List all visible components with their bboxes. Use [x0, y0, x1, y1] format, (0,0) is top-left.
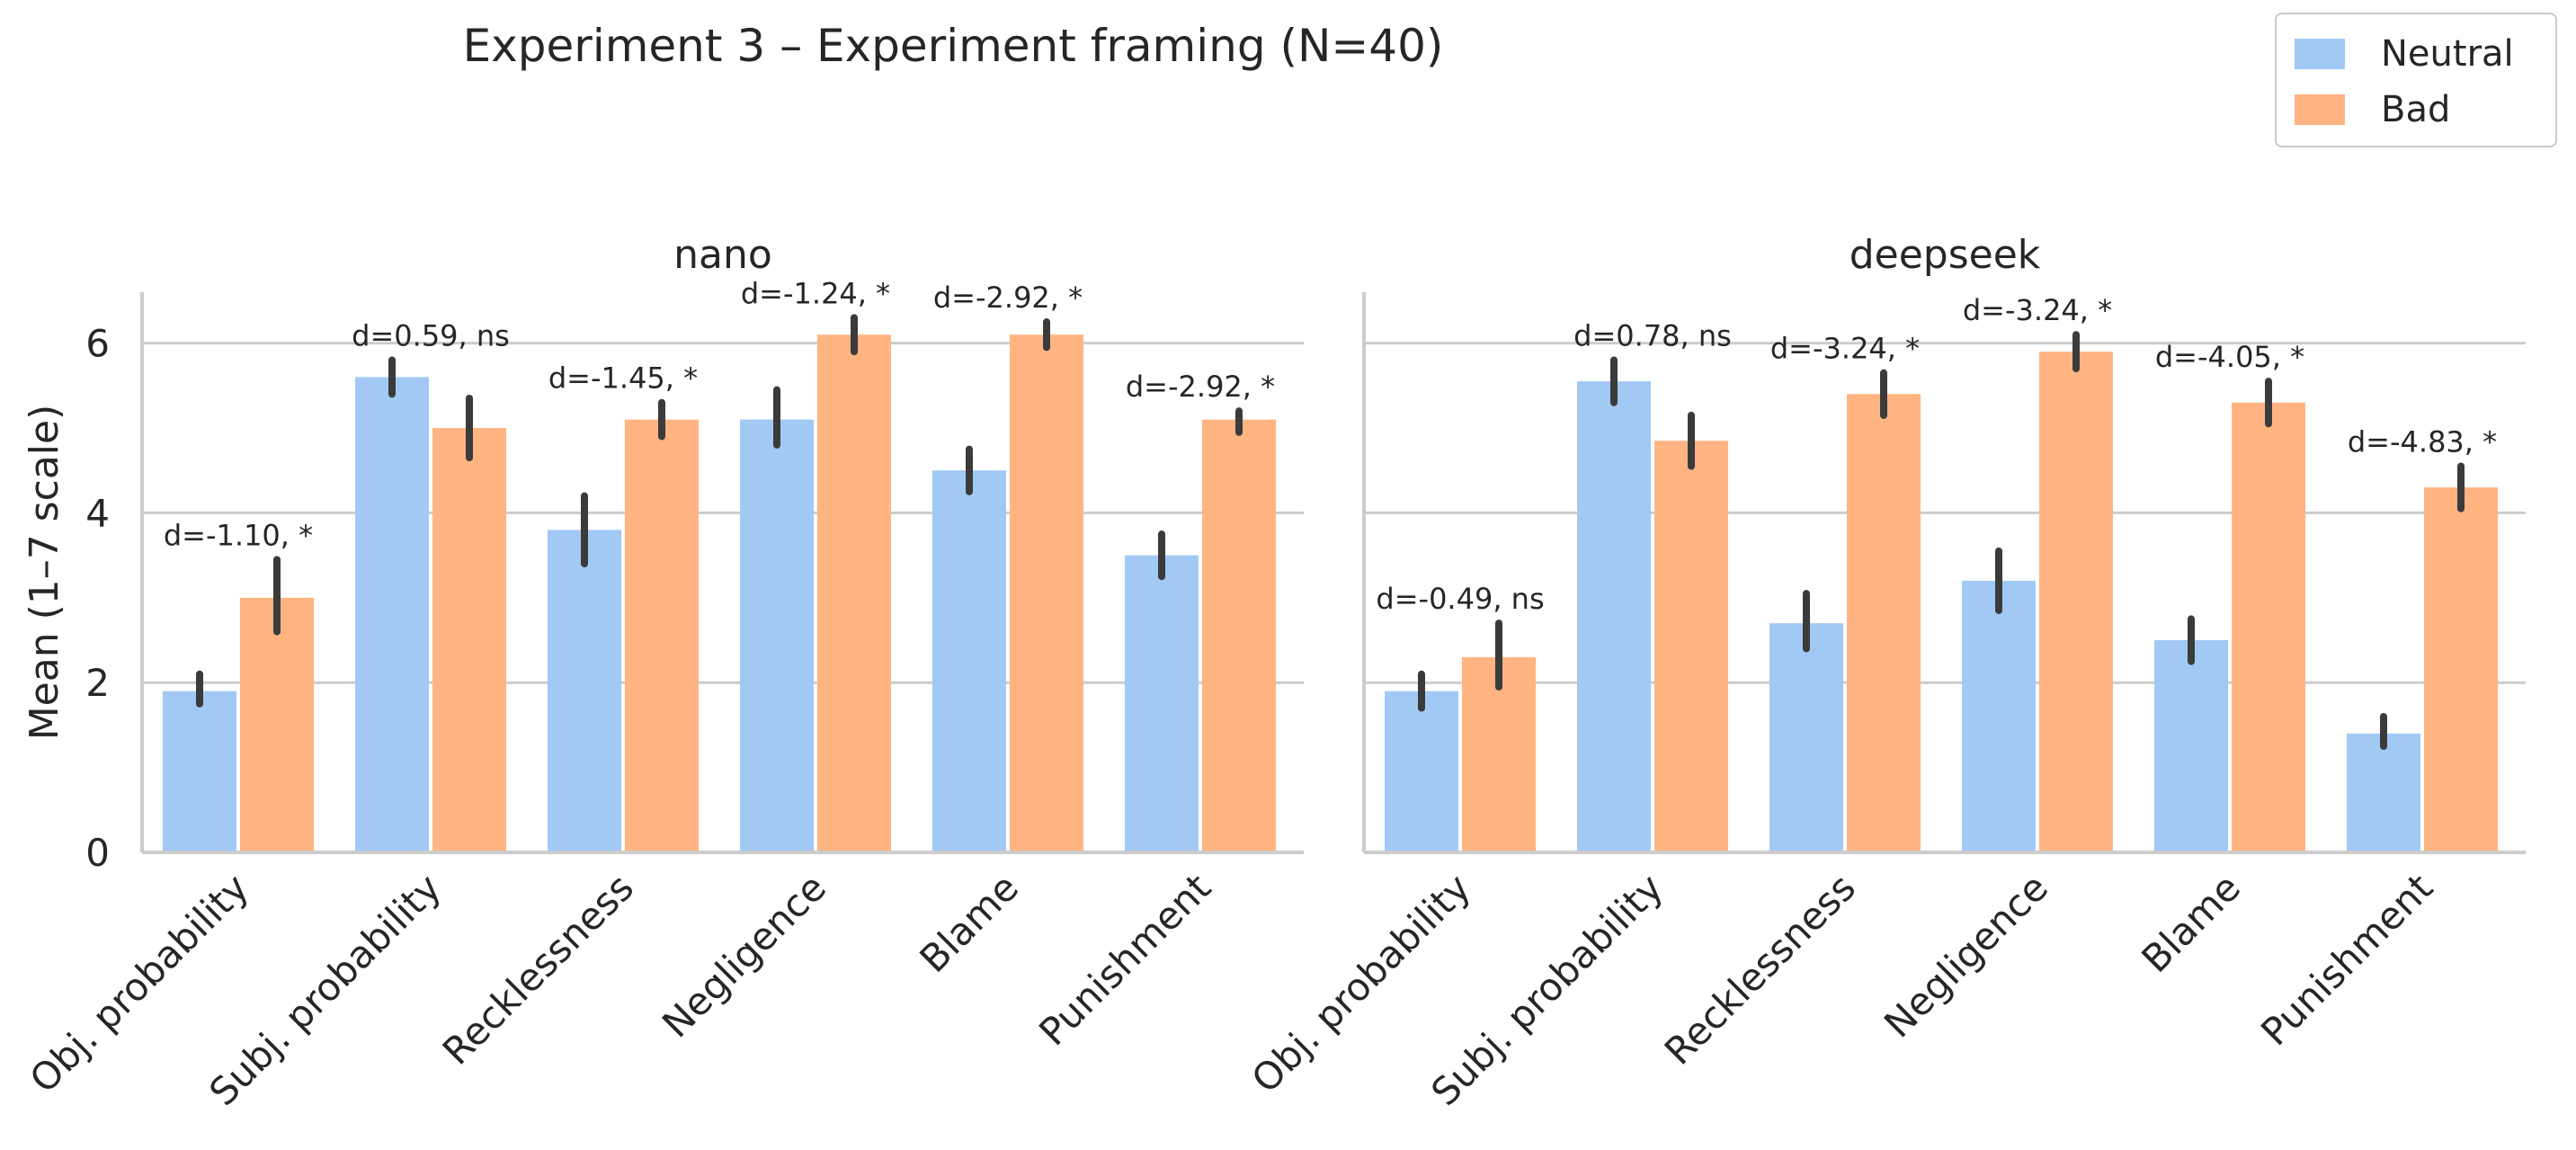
x-tick-label-blame: Blame — [911, 865, 1027, 981]
bar-neutral-negligence — [1962, 580, 2036, 852]
y-tick-label-0: 0 — [85, 831, 110, 875]
x-tick-label-punishment: Punishment — [1030, 865, 1219, 1054]
bar-neutral-subj-probability — [355, 377, 429, 853]
bar-bad-recklessness — [1847, 394, 1921, 852]
legend: Neutral Bad — [2275, 13, 2557, 147]
effect-size-label-punishment: d=-2.92, * — [1126, 370, 1275, 404]
bar-neutral-subj-probability — [1577, 381, 1651, 852]
y-tick-label-4: 4 — [85, 491, 110, 535]
effect-size-label-blame: d=-2.92, * — [933, 281, 1083, 315]
bar-neutral-blame — [932, 470, 1006, 852]
bar-neutral-recklessness — [1769, 623, 1843, 852]
bar-bad-blame — [1010, 334, 1083, 852]
effect-size-label-obj-probability: d=-0.49, ns — [1376, 582, 1544, 616]
bar-bad-obj-probability — [240, 597, 314, 852]
bar-neutral-recklessness — [548, 530, 621, 852]
x-tick-label-punishment: Punishment — [2252, 865, 2441, 1054]
bar-neutral-obj-probability — [1385, 691, 1458, 852]
panel-title-nano: nano — [673, 232, 772, 278]
bar-neutral-punishment — [1125, 555, 1199, 852]
bar-neutral-obj-probability — [163, 691, 236, 852]
legend-item-bad: Bad — [2295, 88, 2450, 131]
effect-size-label-subj-probability: d=0.59, ns — [352, 319, 510, 353]
bar-bad-recklessness — [625, 419, 699, 852]
bar-neutral-punishment — [2347, 733, 2420, 852]
legend-label-bad: Bad — [2381, 89, 2451, 130]
chart-title: Experiment 3 – Experiment framing (N=40) — [462, 20, 1444, 72]
bar-bad-punishment — [1202, 419, 1276, 852]
bar-bad-subj-probability — [1654, 441, 1728, 852]
x-tick-label-blame: Blame — [2133, 865, 2249, 981]
legend-item-neutral: Neutral — [2295, 32, 2514, 76]
x-tick-label-recklessness: Recklessness — [434, 865, 642, 1073]
legend-label-neutral: Neutral — [2381, 33, 2514, 75]
bar-neutral-negligence — [740, 419, 814, 852]
legend-swatch-bad — [2295, 94, 2345, 125]
panel-title-deepseek: deepseek — [1850, 232, 2041, 278]
y-tick-label-6: 6 — [85, 322, 110, 366]
bar-bad-subj-probability — [432, 428, 506, 852]
effect-size-label-recklessness: d=-3.24, * — [1770, 332, 1920, 366]
legend-swatch-neutral — [2295, 39, 2345, 69]
bar-neutral-blame — [2154, 640, 2228, 852]
effect-size-label-blame: d=-4.05, * — [2155, 340, 2304, 374]
y-tick-label-2: 2 — [85, 661, 110, 705]
bar-bad-punishment — [2424, 487, 2498, 852]
effect-size-label-punishment: d=-4.83, * — [2348, 425, 2497, 459]
effect-size-label-subj-probability: d=0.78, ns — [1573, 319, 1732, 353]
effect-size-label-obj-probability: d=-1.10, * — [164, 518, 313, 552]
y-axis-label: Mean (1–7 scale) — [22, 405, 67, 741]
x-tick-label-negligence: Negligence — [1876, 865, 2056, 1046]
effect-size-label-negligence: d=-1.24, * — [741, 276, 890, 310]
bar-bad-blame — [2232, 402, 2305, 852]
bar-bad-negligence — [817, 334, 891, 852]
bar-bad-negligence — [2039, 352, 2113, 852]
x-tick-label-negligence: Negligence — [654, 865, 834, 1046]
x-tick-label-recklessness: Recklessness — [1656, 865, 1864, 1073]
effect-size-label-recklessness: d=-1.45, * — [548, 361, 698, 396]
effect-size-label-negligence: d=-3.24, * — [1963, 293, 2112, 327]
